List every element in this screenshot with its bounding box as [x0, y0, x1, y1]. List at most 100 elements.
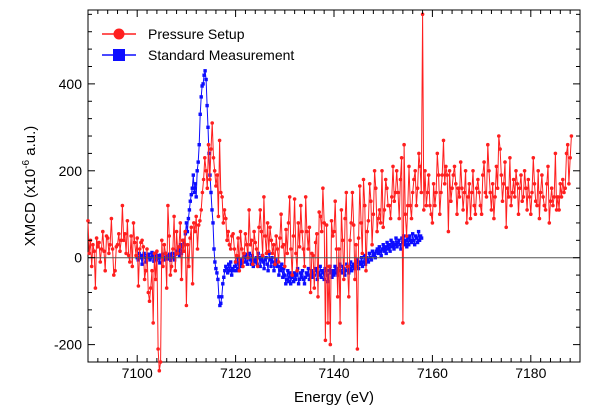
data-point: [187, 264, 191, 269]
data-point: [270, 251, 275, 256]
legend-pressure-label: Pressure Setup: [148, 26, 245, 42]
data-point: [395, 245, 399, 249]
data-point: [120, 203, 125, 208]
data-point: [463, 169, 468, 173]
data-point: [352, 262, 356, 266]
data-point: [329, 219, 334, 223]
data-point: [358, 184, 362, 188]
data-point: [265, 262, 269, 266]
data-point: [242, 251, 246, 256]
data-point: [355, 258, 360, 262]
data-point: [192, 221, 196, 225]
data-point: [344, 190, 349, 195]
data-point: [195, 169, 199, 173]
data-point: [287, 195, 292, 199]
data-point: [185, 229, 190, 234]
data-point: [387, 243, 391, 247]
data-point: [200, 190, 205, 195]
data-point: [224, 264, 228, 269]
data-point: [357, 260, 362, 264]
x-axis-label: Energy (eV): [294, 389, 374, 406]
data-point: [414, 203, 419, 208]
data-point: [341, 264, 345, 269]
data-point: [180, 238, 185, 243]
data-point: [401, 321, 405, 325]
data-point: [536, 169, 540, 173]
data-point: [450, 186, 454, 190]
data-point: [142, 277, 147, 282]
series-standard-measurement: [135, 69, 424, 308]
data-point: [197, 143, 201, 147]
data-point: [196, 160, 200, 164]
legend: Pressure Setup Standard Measurement: [102, 26, 294, 63]
data-point: [92, 249, 96, 253]
data-point: [214, 184, 218, 188]
data-point: [190, 282, 195, 286]
data-point: [142, 251, 146, 256]
data-point: [108, 242, 112, 247]
data-point: [403, 243, 407, 247]
data-point: [178, 221, 183, 225]
data-point: [103, 268, 107, 273]
data-point: [182, 249, 186, 253]
data-point: [209, 190, 213, 195]
data-point: [320, 269, 324, 273]
data-point: [457, 195, 462, 199]
data-point: [280, 262, 284, 266]
data-point: [370, 242, 374, 247]
data-point: [215, 271, 219, 275]
data-point: [382, 249, 386, 253]
data-point: [243, 232, 248, 236]
data-point: [388, 216, 393, 221]
data-point: [93, 286, 98, 290]
data-point: [562, 190, 566, 195]
data-point: [283, 273, 287, 277]
data-point: [160, 238, 164, 243]
data-point: [318, 264, 322, 269]
data-point: [94, 236, 99, 240]
data-point: [248, 258, 253, 262]
data-point: [251, 262, 255, 267]
data-point: [285, 277, 289, 282]
data-point: [382, 208, 387, 212]
data-point: [472, 203, 477, 208]
data-point: [267, 249, 271, 253]
data-point: [331, 269, 335, 273]
data-point: [243, 260, 248, 264]
data-point: [200, 84, 204, 88]
data-point: [413, 243, 417, 247]
data-point: [298, 271, 303, 275]
data-point: [312, 286, 317, 290]
data-point: [231, 232, 235, 236]
data-point: [369, 258, 374, 262]
data-point: [303, 195, 308, 199]
data-point: [231, 269, 236, 273]
data-point: [526, 177, 531, 182]
series-pressure-setup: [86, 12, 574, 373]
data-point: [337, 247, 341, 251]
data-point: [332, 273, 336, 277]
data-point: [99, 247, 104, 251]
data-point: [317, 210, 322, 214]
data-point: [399, 247, 403, 251]
data-point: [351, 264, 355, 269]
data-point: [218, 303, 222, 308]
data-point: [254, 247, 259, 251]
data-point: [487, 169, 491, 173]
data-point: [262, 195, 266, 199]
data-point: [495, 186, 500, 190]
data-point: [185, 242, 190, 247]
data-point: [277, 273, 281, 277]
data-point: [381, 225, 386, 230]
data-point: [220, 195, 224, 199]
data-point: [300, 229, 304, 234]
data-point: [211, 156, 216, 160]
data-point: [424, 203, 429, 208]
data-point: [377, 245, 381, 249]
data-point: [517, 186, 522, 190]
data-point: [417, 151, 421, 156]
y-tick-label: 400: [59, 76, 83, 92]
data-point: [458, 160, 463, 164]
data-point: [150, 250, 154, 255]
data-point: [192, 190, 196, 195]
